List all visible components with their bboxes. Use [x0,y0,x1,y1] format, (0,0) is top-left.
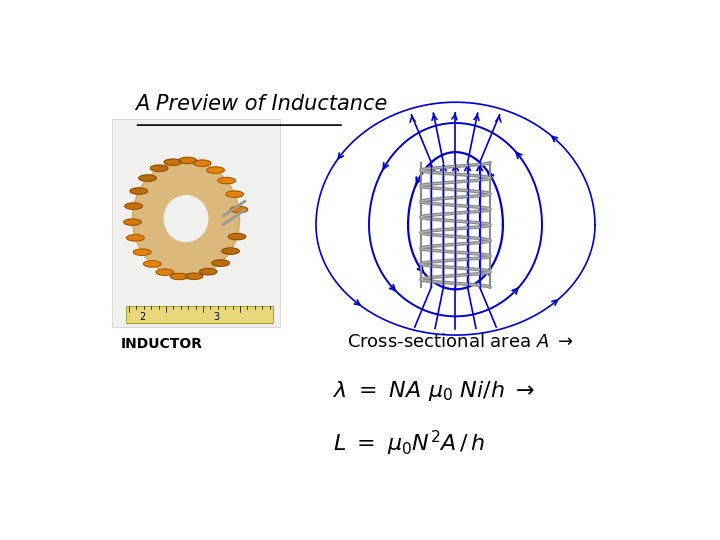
Polygon shape [222,248,239,254]
Polygon shape [164,196,208,241]
FancyBboxPatch shape [126,306,273,322]
Polygon shape [179,157,197,164]
Text: Cross-sectional area $\mathit{A}\ \rightarrow$: Cross-sectional area $\mathit{A}\ \right… [347,333,574,351]
Text: $\mathit{L\ =\ \mu_0 N^2 A\,/\,h}$: $\mathit{L\ =\ \mu_0 N^2 A\,/\,h}$ [333,429,485,458]
Text: A Preview of Inductance: A Preview of Inductance [135,94,387,114]
Polygon shape [143,261,161,267]
Polygon shape [194,160,211,166]
Polygon shape [228,233,246,240]
FancyBboxPatch shape [112,119,279,327]
Polygon shape [226,191,243,197]
Polygon shape [133,249,151,255]
Text: 3: 3 [213,312,219,322]
Polygon shape [124,219,141,225]
Polygon shape [171,273,188,280]
Polygon shape [212,260,230,266]
Text: INDUCTOR: INDUCTOR [121,337,203,351]
Polygon shape [139,175,156,181]
Polygon shape [125,203,143,210]
Polygon shape [199,268,217,275]
Polygon shape [156,269,174,275]
Polygon shape [127,235,144,241]
Text: $\mathit{\lambda\ =\ NA\ \mu_0\ Ni/h\ \rightarrow}$: $\mathit{\lambda\ =\ NA\ \mu_0\ Ni/h\ \r… [333,379,535,403]
Polygon shape [130,188,148,194]
Polygon shape [185,273,203,279]
Polygon shape [218,178,235,184]
Text: 2: 2 [140,312,145,322]
Polygon shape [164,159,181,165]
Polygon shape [132,160,240,277]
Polygon shape [150,165,168,171]
Polygon shape [207,167,225,173]
Polygon shape [230,206,248,213]
